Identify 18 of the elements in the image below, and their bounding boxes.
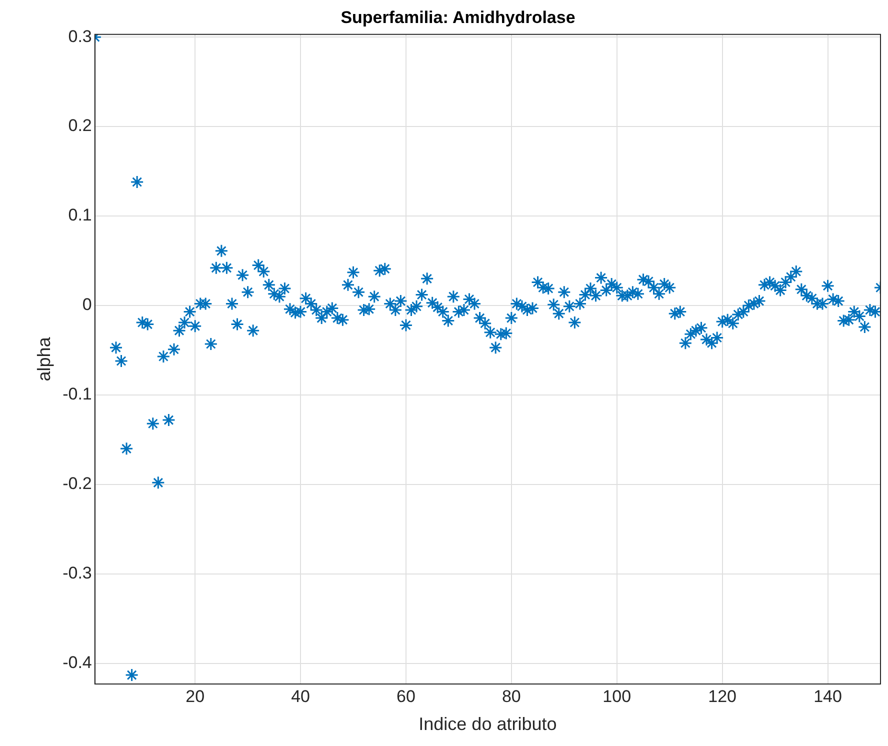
y-tick-label: -0.4 — [62, 653, 92, 672]
x-tick-label: 120 — [708, 686, 737, 706]
x-tick-label: 100 — [602, 686, 632, 706]
chart-title: Superfamilia: Amidhydrolase — [340, 8, 576, 27]
y-tick-label: -0.1 — [62, 384, 92, 404]
x-tick-label: 20 — [186, 686, 205, 706]
y-tick-label: 0.1 — [68, 206, 92, 225]
y-tick-label: -0.2 — [62, 474, 92, 494]
y-axis-title: alpha — [34, 336, 54, 382]
x-tick-label: 140 — [814, 686, 842, 706]
x-tick-label: 60 — [396, 686, 416, 706]
x-tick-label: 80 — [502, 686, 521, 706]
y-tick-label: 0.2 — [68, 116, 92, 136]
y-tick-label: 0 — [82, 295, 92, 314]
x-axis-title: Indice do atributo — [418, 714, 557, 734]
y-tick-label: 0.3 — [68, 26, 92, 46]
x-tick-label: 40 — [291, 686, 310, 706]
y-tick-label: -0.3 — [62, 564, 92, 583]
